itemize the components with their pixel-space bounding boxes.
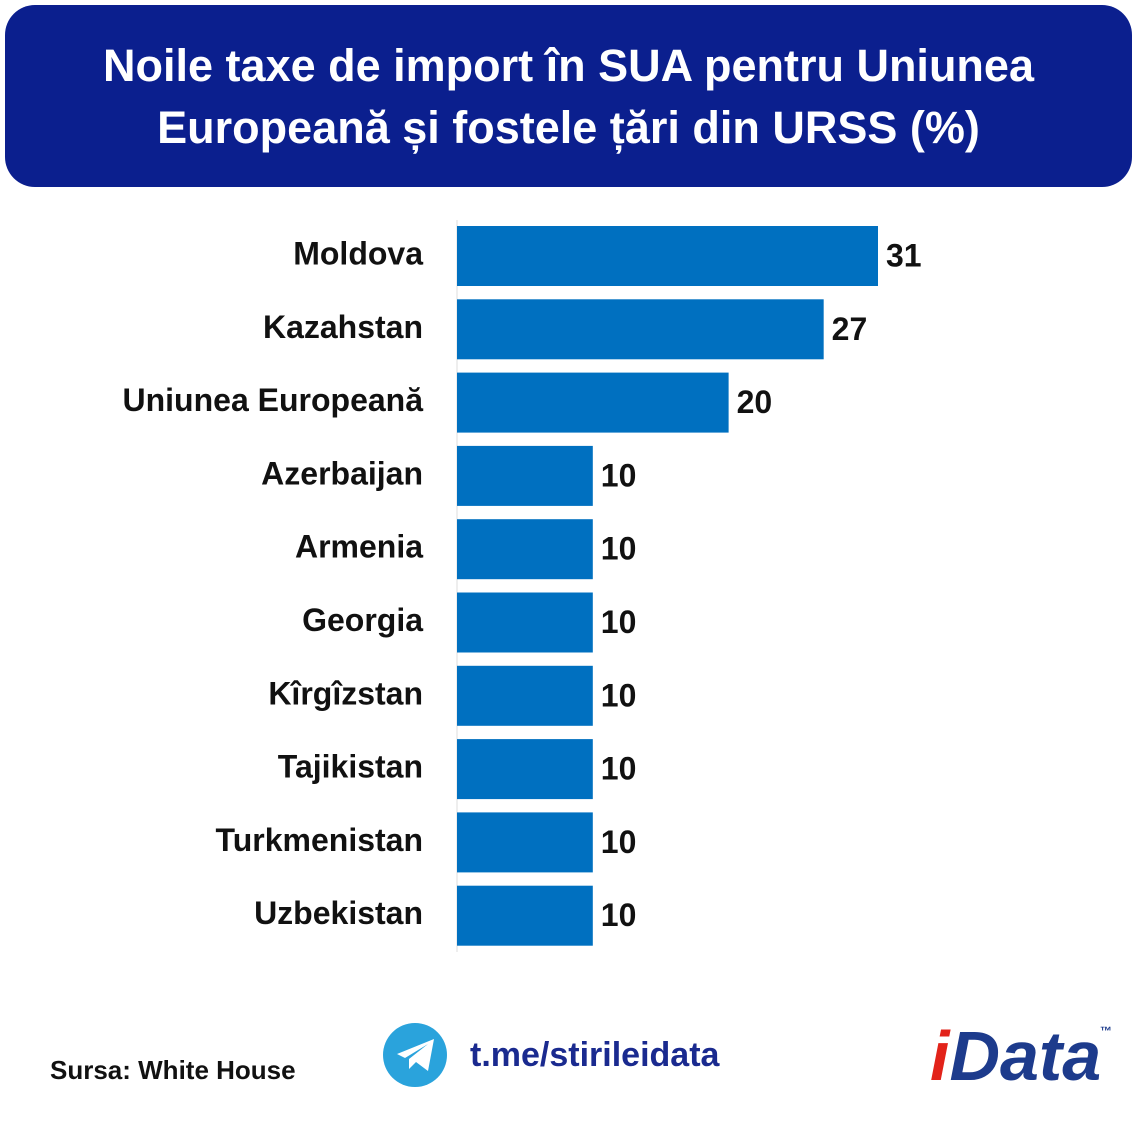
category-label: Azerbaijan xyxy=(261,455,423,491)
bar xyxy=(457,739,593,800)
category-label: Kîrgîzstan xyxy=(268,675,423,711)
category-label: Turkmenistan xyxy=(216,822,423,858)
value-label: 20 xyxy=(737,384,773,420)
logo-name: Data xyxy=(949,1017,1101,1095)
bar xyxy=(457,885,593,946)
category-label: Moldova xyxy=(293,235,423,271)
value-label: 10 xyxy=(601,457,637,493)
value-label: 10 xyxy=(601,677,637,713)
category-label: Armenia xyxy=(295,529,423,565)
value-label: 10 xyxy=(601,897,637,933)
logo-mark: i xyxy=(930,1017,951,1095)
bar xyxy=(457,299,824,360)
source: Sursa: White House xyxy=(50,1055,296,1085)
bar xyxy=(457,592,593,653)
bar xyxy=(457,226,878,286)
value-label: 27 xyxy=(832,311,868,347)
value-label: 10 xyxy=(601,824,637,860)
value-label: 10 xyxy=(601,604,637,640)
telegram-plane xyxy=(397,1039,434,1071)
category-label: Uzbekistan xyxy=(254,895,423,931)
bar xyxy=(457,812,593,873)
value-label: 10 xyxy=(601,531,637,567)
value-label: 31 xyxy=(886,237,922,273)
trademark: ™ xyxy=(1100,1024,1112,1038)
chart-title: Noile taxe de import în SUA pentru Uniun… xyxy=(5,5,1132,187)
category-label: Georgia xyxy=(302,602,423,638)
value-label: 10 xyxy=(601,751,637,787)
bar xyxy=(457,445,593,506)
category-label: Kazahstan xyxy=(263,309,423,345)
link[interactable]: t.me/stirileidata xyxy=(470,1036,721,1074)
bar xyxy=(457,665,593,726)
category-label: Tajikistan xyxy=(278,749,423,785)
bar xyxy=(457,519,593,580)
logo: iData xyxy=(930,1017,1101,1095)
bar xyxy=(457,372,729,433)
category-label: Uniunea Europeană xyxy=(123,382,424,418)
